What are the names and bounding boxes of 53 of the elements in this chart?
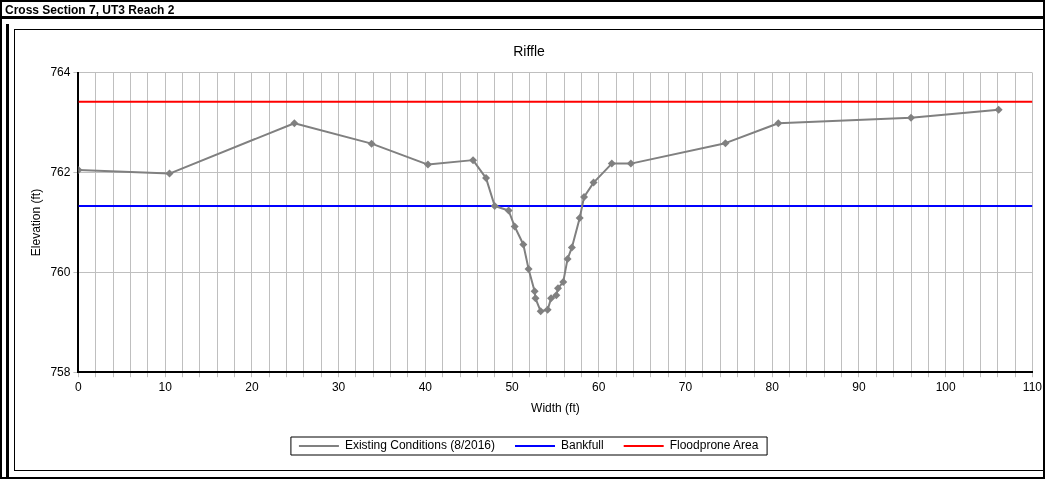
point <box>994 105 1003 114</box>
point <box>559 277 568 286</box>
point <box>580 193 589 202</box>
point <box>423 160 432 169</box>
point <box>524 264 533 273</box>
x-tick-label: 40 <box>418 379 433 394</box>
chart-subtitle: Cross Section 7, UT3 Reach 2 <box>2 2 1043 19</box>
point <box>563 254 572 263</box>
x-tick-label: 20 <box>245 379 259 394</box>
point <box>575 214 584 223</box>
x-tick-label: 60 <box>592 379 606 394</box>
y-tick-label: 758 <box>50 364 71 379</box>
point <box>907 113 916 122</box>
point <box>165 169 174 178</box>
point <box>589 178 598 187</box>
x-tick-label: 10 <box>158 379 173 394</box>
point <box>482 174 491 183</box>
point <box>367 139 376 148</box>
point <box>510 222 519 231</box>
point <box>290 119 299 128</box>
x-tick-label: 80 <box>765 379 780 394</box>
x-tick-label: 110 <box>1022 379 1043 394</box>
point <box>554 284 563 293</box>
point <box>531 294 540 303</box>
point <box>469 156 478 165</box>
y-tick-label: 764 <box>50 65 71 80</box>
point <box>626 159 635 168</box>
point <box>547 294 556 303</box>
x-axis-title: Width (ft) <box>531 401 580 416</box>
y-tick-label: 762 <box>50 164 71 179</box>
point <box>490 202 499 211</box>
x-tick-label: 100 <box>935 379 957 394</box>
point <box>530 287 539 296</box>
y-tick-label: 760 <box>50 264 71 279</box>
point <box>543 305 552 314</box>
point <box>721 139 730 148</box>
x-tick-label: 0 <box>75 379 83 394</box>
point <box>536 307 545 316</box>
point <box>519 240 528 249</box>
point <box>552 291 561 300</box>
x-tick-label: 90 <box>852 379 866 394</box>
legend-label: Floodprone Area <box>669 438 759 453</box>
point <box>567 243 576 252</box>
point <box>504 206 513 215</box>
x-tick-label: 30 <box>331 379 346 394</box>
x-tick-label: 70 <box>678 379 693 394</box>
legend-label: Existing Conditions (8/2016) <box>344 438 496 453</box>
legend-label: Bankfull <box>561 438 604 453</box>
chart-title: Riffle <box>513 43 546 60</box>
y-axis-title: Elevation (ft) <box>28 188 43 257</box>
x-tick-label: 50 <box>505 379 520 394</box>
point <box>774 119 783 128</box>
point <box>607 159 616 168</box>
